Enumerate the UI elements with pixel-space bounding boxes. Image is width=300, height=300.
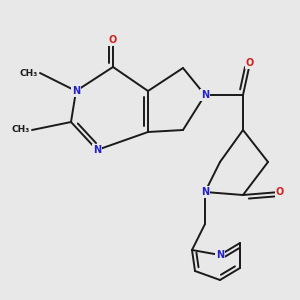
Text: O: O [109,35,117,45]
Text: N: N [216,250,224,260]
Text: N: N [93,145,101,155]
Text: CH₃: CH₃ [20,68,38,77]
Text: CH₃: CH₃ [12,125,30,134]
Text: N: N [201,187,209,197]
Text: N: N [201,90,209,100]
Text: O: O [246,58,254,68]
Text: N: N [72,86,80,96]
Text: O: O [276,187,284,197]
